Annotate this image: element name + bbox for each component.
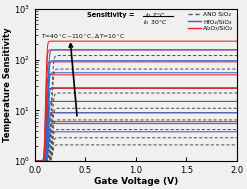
X-axis label: Gate Voltage (V): Gate Voltage (V) bbox=[94, 177, 178, 186]
Text: $I_G\ 30°C$: $I_G\ 30°C$ bbox=[143, 19, 167, 27]
Legend: ANO SiO₂, HfO₂/SiO₂, Al₂O₃/SiO₂: ANO SiO₂, HfO₂/SiO₂, Al₂O₃/SiO₂ bbox=[187, 12, 234, 31]
Text: $I_G\ T°C$: $I_G\ T°C$ bbox=[145, 11, 165, 20]
Text: Sensitivity =: Sensitivity = bbox=[87, 12, 135, 19]
Y-axis label: Temperature Sensitivity: Temperature Sensitivity bbox=[3, 28, 12, 142]
Text: T=40$^\circ$C~110$^\circ$C, $\Delta$T=10$^\circ$C: T=40$^\circ$C~110$^\circ$C, $\Delta$T=10… bbox=[41, 33, 125, 41]
